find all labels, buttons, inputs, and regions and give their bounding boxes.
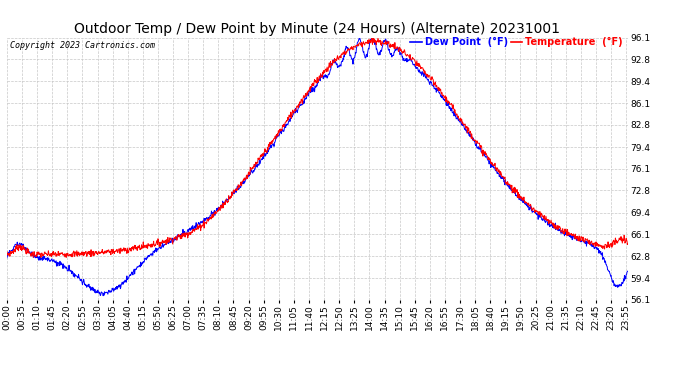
Title: Outdoor Temp / Dew Point by Minute (24 Hours) (Alternate) 20231001: Outdoor Temp / Dew Point by Minute (24 H… — [75, 22, 560, 36]
Text: Copyright 2023 Cartronics.com: Copyright 2023 Cartronics.com — [10, 42, 155, 51]
Legend: Dew Point  (°F), Temperature  (°F): Dew Point (°F), Temperature (°F) — [411, 37, 623, 47]
